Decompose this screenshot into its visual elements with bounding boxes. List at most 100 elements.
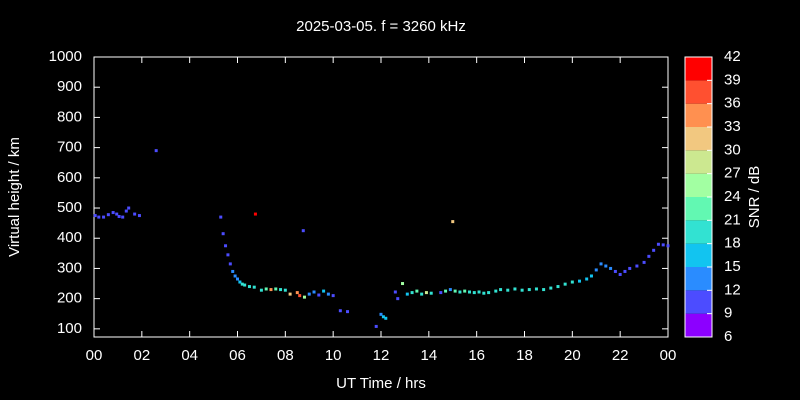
point [585,277,589,281]
point [520,288,524,292]
point [556,285,560,289]
colorbar-tick-label: 36 [724,95,741,112]
point [494,289,498,293]
point [124,209,128,213]
point [228,262,232,266]
point [487,291,491,295]
colorbar-label: SNR / dB [746,166,763,229]
colorbar-tick-label: 21 [724,211,741,228]
point [451,220,455,224]
colorbar-cell [685,150,712,174]
point [236,277,239,281]
point [331,294,335,298]
point [635,264,639,268]
point [269,288,273,292]
colorbar-tick-label: 33 [724,118,741,135]
y-axis-label: Virtual height / km [6,137,23,257]
y-tick-label: 300 [57,259,82,276]
point [415,289,419,293]
point [154,149,158,153]
point [238,280,242,284]
point [338,309,342,313]
x-tick-label: 10 [325,347,342,364]
point [137,214,141,218]
x-tick-label: 18 [516,347,533,364]
point [570,280,574,284]
point [642,260,646,264]
colorbar-tick-label: 27 [724,165,741,182]
x-tick-label: 22 [612,347,629,364]
point [384,316,388,320]
point [542,288,546,292]
point [93,214,97,218]
point [467,290,471,294]
point [301,229,305,233]
point [563,282,567,286]
point [405,292,409,296]
y-tick-label: 200 [57,290,82,307]
y-tick-label: 900 [57,78,82,95]
point [666,244,670,248]
point [420,292,424,296]
y-tick-label: 100 [57,320,82,337]
colorbar-tick-label: 39 [724,71,741,88]
point [295,291,299,295]
point [307,292,311,296]
point [253,212,257,216]
colorbar-cell [685,103,712,127]
point [219,215,223,219]
point [127,206,131,210]
point [283,288,287,292]
colorbar-tick-label: 15 [724,258,741,275]
point [117,214,121,218]
colorbar-cell [685,197,712,221]
point [534,287,538,291]
point [599,262,603,266]
point [477,290,481,294]
point [448,288,452,292]
point [393,290,397,294]
point [279,288,283,292]
colorbar-cell [685,173,712,197]
point [247,285,251,289]
y-tick-label: 1000 [49,48,82,65]
point [302,295,306,299]
point [410,291,414,295]
colorbar-tick-label: 18 [724,235,741,252]
x-tick-label: 16 [468,347,485,364]
chart-title: 2025-03-05. f = 3260 kHz [296,18,466,35]
point [506,288,510,292]
colorbar-cell [685,80,712,104]
point [252,285,256,289]
y-tick-label: 700 [57,139,82,156]
x-tick-label: 14 [420,347,437,364]
point [274,287,278,291]
point [424,291,428,295]
point [115,212,119,216]
point [499,288,503,292]
point [613,269,617,273]
point [628,266,632,270]
point [226,253,230,257]
point [453,289,457,293]
point [439,291,443,295]
point [482,291,486,295]
point [472,291,476,295]
y-tick-label: 800 [57,108,82,125]
point [374,324,378,328]
point [527,288,531,292]
y-tick-label: 600 [57,169,82,186]
x-tick-label: 04 [181,347,198,364]
point [618,272,622,276]
point [231,269,235,273]
point [396,297,400,301]
x-tick-label: 06 [229,347,246,364]
point [288,292,292,296]
colorbar-cell [685,313,712,337]
point [604,264,608,268]
point [264,287,268,291]
point [326,292,330,296]
point [312,290,316,294]
